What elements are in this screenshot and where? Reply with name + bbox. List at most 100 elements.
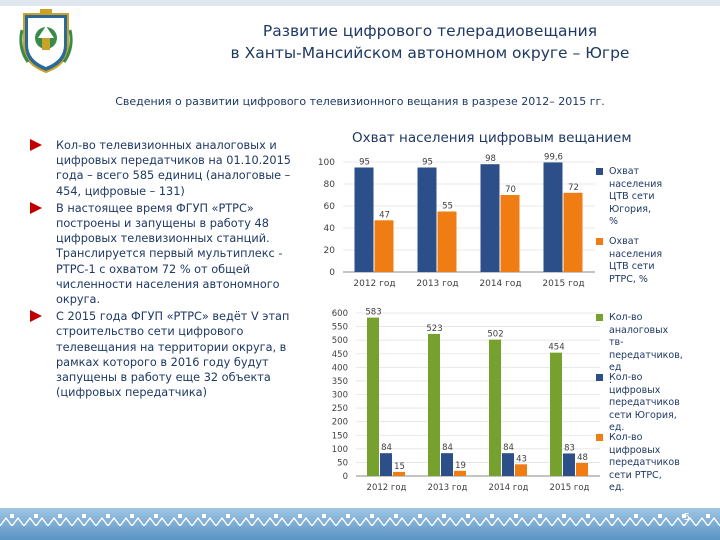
data-label: 583: [365, 308, 381, 318]
bullet-arrow-icon: [30, 201, 42, 214]
coat-of-arms-icon: [19, 9, 73, 74]
bar: [393, 471, 405, 476]
bar: [489, 339, 501, 476]
y-tick-label: 550: [332, 323, 348, 333]
y-tick-label: 40: [324, 224, 336, 234]
legend-label: Кол-во аналоговых тв- передатчиков, ед .: [609, 312, 683, 386]
y-tick-label: 20: [324, 246, 336, 256]
bar: [374, 220, 394, 272]
y-tick-label: 500: [332, 336, 348, 346]
ornament-pattern: [0, 514, 720, 526]
y-tick-label: 600: [332, 309, 348, 319]
data-label: 95: [422, 158, 433, 168]
bar: [380, 453, 392, 476]
y-tick-label: 150: [332, 431, 348, 441]
legend-swatch: [596, 434, 603, 441]
bullet-item: Кол-во телевизионных аналоговых и цифров…: [30, 138, 302, 199]
bullet-list: Кол-во телевизионных аналоговых и цифров…: [30, 138, 302, 402]
bullet-arrow-icon: [30, 310, 42, 323]
x-tick-label: 2012 год: [367, 483, 407, 493]
y-tick-label: 80: [324, 180, 336, 190]
y-tick-label: 0: [343, 472, 348, 482]
y-tick-label: 350: [332, 377, 348, 387]
y-tick-label: 0: [329, 268, 335, 278]
coverage-chart: 0 20 40 60 80 100 95 47 2012 год 95 55 2013 год 98 70…: [318, 152, 595, 289]
x-tick-label: 2013 год: [428, 483, 468, 493]
bar: [563, 453, 575, 476]
title-line-1: Развитие цифрового телерадиовещания: [262, 22, 598, 40]
y-tick-label: 100: [332, 445, 348, 455]
bar: [502, 453, 514, 476]
bullet-item: В настоящее время ФГУП «РТРС» построены …: [30, 201, 302, 307]
data-label: 15: [394, 462, 405, 472]
y-tick-label: 100: [318, 158, 335, 168]
x-tick-label: 2015 год: [542, 279, 584, 289]
bullet-text: С 2015 года ФГУП «РТРС» ведёт V этап стр…: [56, 310, 290, 400]
x-tick-label: 2014 год: [479, 279, 521, 289]
top-band: [0, 0, 720, 6]
bullet-text: Кол-во телевизионных аналоговых и цифров…: [56, 139, 291, 198]
bar: [428, 333, 440, 476]
y-tick-label: 50: [337, 458, 348, 468]
data-label: 84: [503, 443, 514, 453]
x-tick-label: 2013 год: [416, 279, 458, 289]
bar: [367, 317, 379, 476]
bar: [500, 195, 520, 272]
data-label: 83: [564, 443, 575, 453]
bar: [480, 164, 500, 272]
legend-label: Охват населения ЦТВ сети РТРС, %: [609, 236, 663, 285]
data-label: 72: [568, 183, 579, 193]
bullet-arrow-icon: [30, 139, 42, 151]
bar: [437, 211, 457, 272]
bullet-text: В настоящее время ФГУП «РТРС» построены …: [56, 201, 283, 307]
y-tick-label: 450: [332, 350, 348, 360]
data-label: 84: [442, 443, 453, 453]
legend-label: Кол-во цифровых передатчиков сети Югория…: [609, 372, 680, 433]
bar: [441, 453, 453, 476]
page-title: Развитие цифрового телерадиовещания в Ха…: [150, 20, 710, 64]
y-tick-label: 200: [332, 418, 348, 428]
chart1-title: Охват населения цифровым вещанием: [352, 130, 632, 146]
legend-label: Охват населения ЦТВ сети Югория, %: [609, 166, 663, 227]
bar: [576, 462, 588, 476]
subtitle: Сведения о развитии цифрового телевизион…: [115, 95, 605, 108]
data-label: 95: [359, 158, 370, 168]
x-tick-label: 2012 год: [353, 279, 395, 289]
x-tick-label: 2014 год: [489, 483, 529, 493]
data-label: 48: [577, 453, 588, 463]
bar: [454, 470, 466, 476]
data-label: 523: [426, 324, 442, 334]
data-label: 502: [487, 330, 503, 340]
bar: [417, 167, 437, 272]
data-label: 43: [516, 454, 527, 464]
data-label: 84: [381, 443, 392, 453]
title-line-2: в Ханты-Мансийском автономном округе – Ю…: [230, 44, 630, 62]
data-label: 70: [505, 185, 516, 195]
data-label: 19: [455, 461, 466, 471]
y-tick-label: 300: [332, 391, 348, 401]
transmitters-chart: 0 50 100 150 200 250 300 350 400 450 500 550 600 583 8…: [332, 308, 600, 493]
legend-swatch: [596, 168, 603, 175]
y-tick-label: 60: [324, 202, 336, 212]
x-tick-label: 2015 год: [550, 483, 590, 493]
data-label: 47: [379, 210, 390, 220]
data-label: 55: [442, 202, 453, 212]
chart1-legend: Охват населения ЦТВ сети Югория, % Охват…: [596, 166, 716, 285]
legend-swatch: [596, 314, 603, 321]
data-label: 99,6: [544, 152, 563, 162]
data-label: 98: [485, 154, 496, 164]
bar: [515, 464, 527, 476]
bar: [563, 192, 583, 272]
y-tick-label: 400: [332, 363, 348, 373]
bar: [550, 352, 562, 476]
y-tick-label: 250: [332, 404, 348, 414]
legend-swatch: [596, 374, 603, 381]
bar: [543, 162, 563, 272]
legend-swatch: [596, 238, 603, 245]
page-number: 5: [683, 512, 690, 523]
bar: [354, 167, 374, 272]
bullet-item: С 2015 года ФГУП «РТРС» ведёт V этап стр…: [30, 309, 302, 400]
legend-label: Кол-во цифровых передатчиков сети РТРС, …: [609, 432, 680, 493]
chart2-legend: Кол-во аналоговых тв- передатчиков, ед .…: [596, 312, 716, 493]
data-label: 454: [548, 343, 564, 353]
